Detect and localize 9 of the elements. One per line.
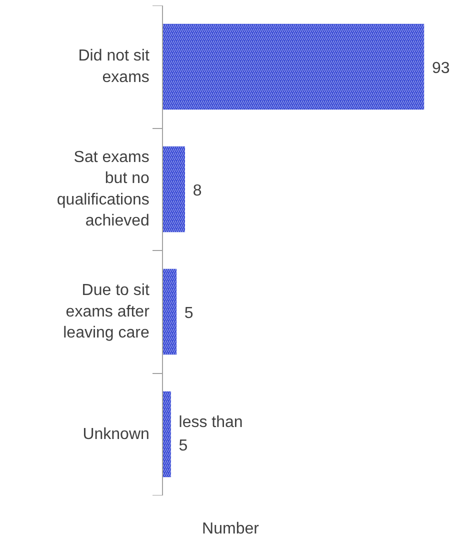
data-label: 93: [432, 60, 450, 77]
y-tick-label: Due to sit exams after leaving care: [63, 282, 150, 342]
y-tick-label: Sat exams but no qualifications achieved: [56, 148, 150, 230]
data-label: less than 5: [178, 414, 243, 455]
data-label: 5: [184, 304, 194, 322]
y-tick-label: Unknown: [82, 426, 150, 443]
y-tick-label: Did not sit exams: [78, 48, 150, 86]
x-axis-title: Number: [202, 520, 260, 538]
data-label: 8: [192, 182, 202, 200]
